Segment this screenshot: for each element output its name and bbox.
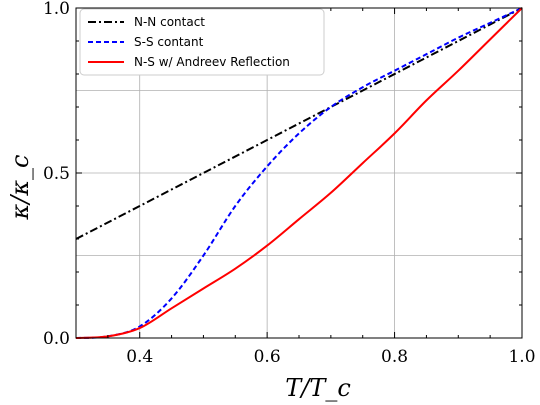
- legend-label-ns: N-S w/ Andreev Reflection: [134, 55, 290, 69]
- legend: N-N contact S-S contant N-S w/ Andreev R…: [79, 8, 325, 76]
- legend-box: [79, 8, 325, 76]
- x-axis-title: T/T_c: [285, 374, 351, 402]
- legend-label-ss: S-S contant: [134, 35, 204, 49]
- x-tick-label: 0.6: [254, 347, 281, 367]
- series-ns-line: [75, 7, 523, 339]
- x-tick-label: 0.8: [381, 347, 408, 367]
- y-axis-title: κ/κ_c: [6, 154, 34, 220]
- y-axis-label: κ/κ_c: [6, 154, 34, 220]
- series-nn-line: [75, 7, 523, 240]
- x-tick-label: 1.0: [508, 347, 535, 367]
- legend-label-nn: N-N contact: [134, 15, 205, 29]
- y-tick-label: 1.0: [43, 0, 70, 19]
- series-layer: [75, 7, 523, 339]
- x-tick-label: 0.4: [126, 347, 153, 367]
- x-axis-label: T/T_c: [285, 374, 351, 402]
- tick-labels: 0.4 0.6 0.8 1.0 0.0 0.5 1.0: [43, 0, 536, 367]
- y-tick-label: 0.0: [43, 329, 70, 349]
- y-tick-label: 0.5: [43, 164, 70, 184]
- series-ss-line: [75, 7, 523, 339]
